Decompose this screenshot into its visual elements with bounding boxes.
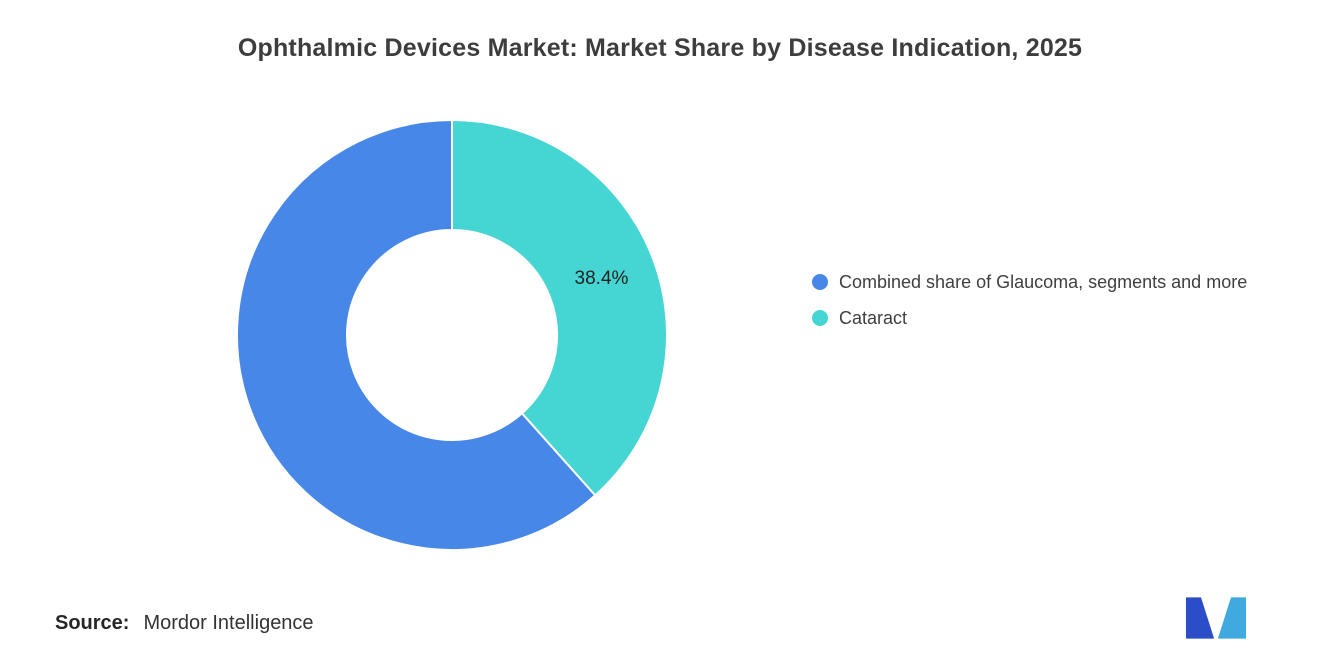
slice-data-label-cataract: 38.4% — [575, 268, 629, 289]
legend-item-glaucoma-combined: Combined share of Glaucoma, segments and… — [812, 268, 1307, 296]
donut-chart: 38.4% — [232, 115, 672, 555]
legend-dot-glaucoma-combined — [812, 274, 828, 290]
source-line: Source: Mordor Intelligence — [55, 612, 314, 635]
logo-right-shape — [1217, 597, 1246, 639]
donut-slice-cataract — [451, 118, 668, 497]
source-value: Mordor Intelligence — [143, 612, 314, 634]
source-label: Source: — [55, 612, 130, 634]
legend-item-cataract: Cataract — [812, 304, 1307, 332]
legend-label-cataract: Cataract — [839, 308, 908, 328]
mordor-intelligence-logo — [1186, 596, 1246, 640]
donut-chart-svg: 38.4% — [236, 118, 668, 551]
chart-title: Ophthalmic Devices Market: Market Share … — [237, 34, 1083, 62]
legend-dot-cataract — [812, 310, 828, 326]
logo-left-shape — [1186, 597, 1215, 639]
legend-label-glaucoma-combined: Combined share of Glaucoma, segments and… — [839, 272, 1248, 292]
legend: Combined share of Glaucoma, segments and… — [812, 268, 1307, 340]
donut-slice-glaucoma-combined — [236, 118, 597, 551]
mordor-logo-svg — [1186, 597, 1246, 639]
